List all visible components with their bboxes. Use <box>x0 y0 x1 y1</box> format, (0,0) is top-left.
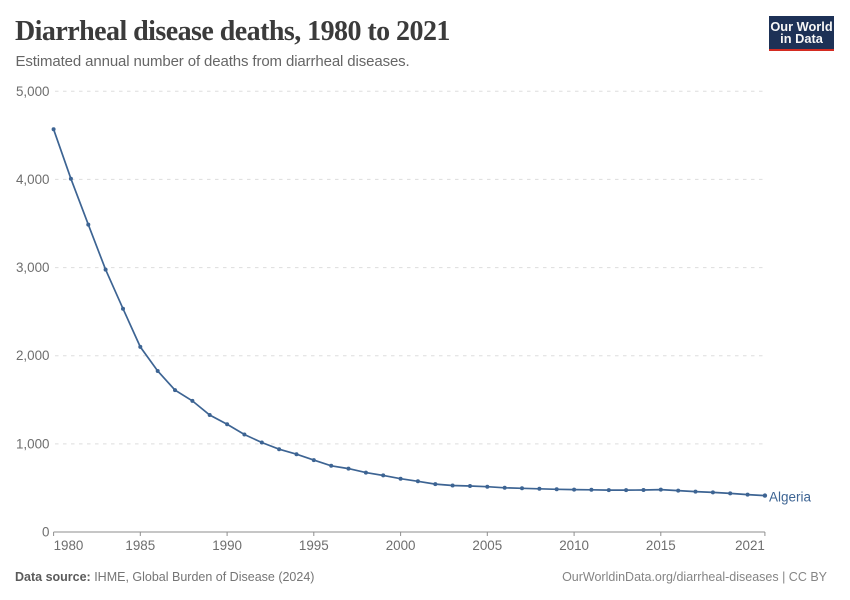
svg-text:4,000: 4,000 <box>16 172 50 187</box>
svg-text:2021: 2021 <box>735 538 765 553</box>
svg-text:2005: 2005 <box>472 538 502 553</box>
svg-text:1980: 1980 <box>54 538 84 553</box>
svg-text:0: 0 <box>42 525 49 540</box>
svg-text:2010: 2010 <box>559 538 589 553</box>
svg-text:2000: 2000 <box>386 538 416 553</box>
svg-text:3,000: 3,000 <box>16 260 50 275</box>
svg-text:1990: 1990 <box>212 538 242 553</box>
svg-text:2,000: 2,000 <box>16 348 50 363</box>
svg-text:Algeria: Algeria <box>769 490 812 505</box>
svg-text:2015: 2015 <box>646 538 676 553</box>
svg-text:1985: 1985 <box>125 538 155 553</box>
svg-text:5,000: 5,000 <box>16 84 50 99</box>
svg-text:1,000: 1,000 <box>16 436 50 451</box>
svg-text:1995: 1995 <box>299 538 329 553</box>
